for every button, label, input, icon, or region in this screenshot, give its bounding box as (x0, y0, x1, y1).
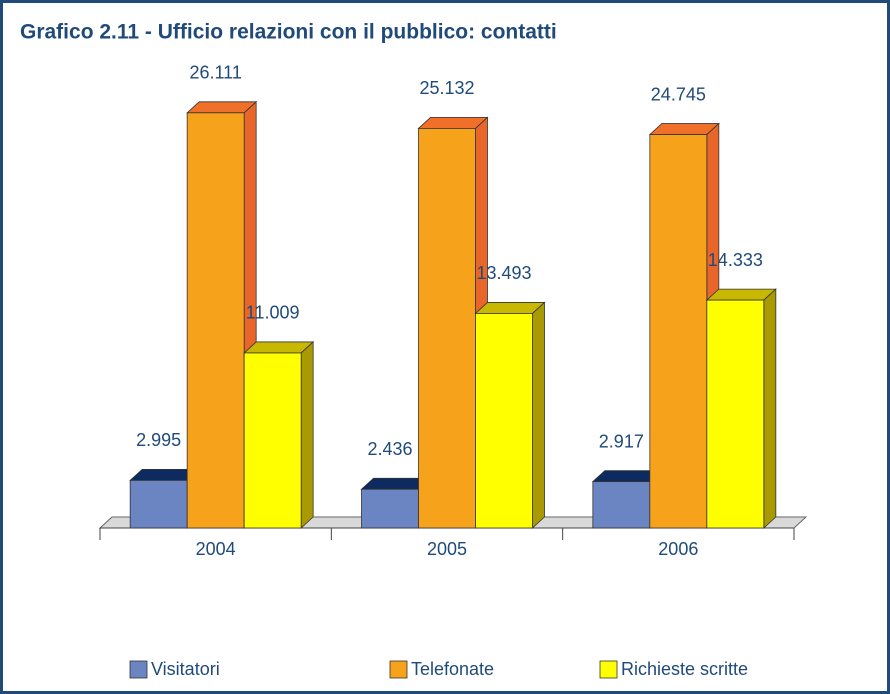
bar-front (186, 112, 245, 529)
data-label: 24.745 (651, 84, 706, 104)
bar-front (129, 479, 188, 529)
legend-swatch (599, 660, 618, 679)
bar-front (243, 352, 302, 529)
legend-label: Telefonate (411, 659, 494, 679)
data-label: 11.009 (246, 303, 300, 323)
legend-label: Richieste scritte (621, 659, 748, 679)
data-label: 14.333 (708, 250, 763, 270)
data-label: 2.436 (367, 439, 412, 459)
data-label: 26.111 (189, 63, 241, 83)
legend-label: Visitatori (151, 659, 220, 679)
bar (243, 341, 315, 529)
bar-front (418, 128, 476, 529)
bar (591, 469, 663, 529)
bar-side (532, 301, 545, 529)
data-label: 13.493 (476, 263, 531, 283)
legend-swatch (129, 660, 148, 679)
data-label: 2.995 (136, 430, 181, 450)
chart-title: Grafico 2.11 - Ufficio relazioni con il … (20, 21, 557, 44)
bar (705, 288, 777, 529)
bar-side (300, 341, 314, 529)
bar-front (475, 313, 533, 529)
bar-front (592, 481, 651, 529)
bar-front (706, 299, 765, 529)
bar-side (763, 288, 777, 529)
data-label: 25.132 (419, 78, 474, 98)
bar (474, 301, 546, 529)
bar-front (649, 134, 708, 529)
data-label: 2.917 (599, 431, 644, 451)
x-tick-label: 2006 (658, 539, 698, 559)
legend-swatch (389, 660, 408, 679)
bar-front (361, 488, 419, 529)
x-tick-label: 2005 (427, 539, 467, 559)
x-tick-label: 2004 (196, 539, 236, 559)
